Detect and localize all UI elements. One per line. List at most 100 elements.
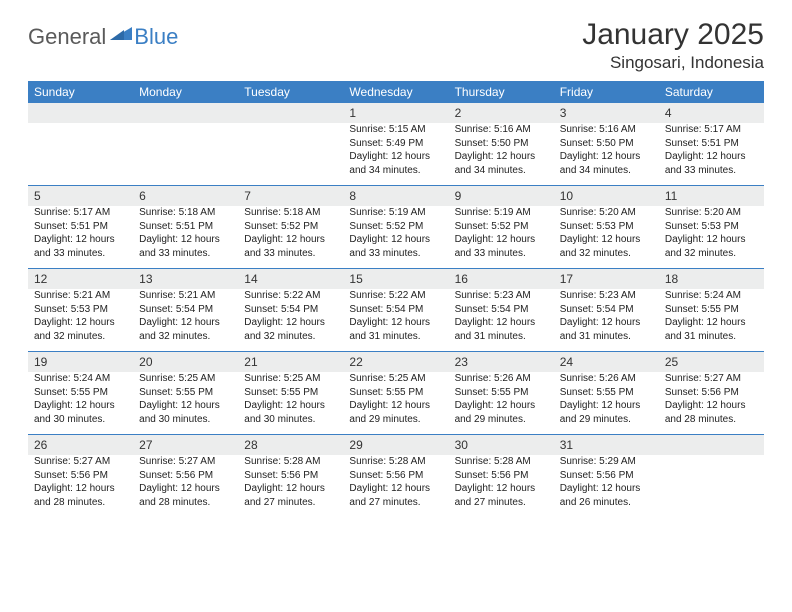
- day-detail-text: Sunrise: 5:16 AM Sunset: 5:50 PM Dayligh…: [560, 123, 653, 177]
- day-detail-text: Sunrise: 5:25 AM Sunset: 5:55 PM Dayligh…: [139, 372, 232, 426]
- day-detail-text: Sunrise: 5:25 AM Sunset: 5:55 PM Dayligh…: [244, 372, 337, 426]
- day-detail-cell: Sunrise: 5:15 AM Sunset: 5:49 PM Dayligh…: [343, 123, 448, 186]
- day-detail-text: Sunrise: 5:21 AM Sunset: 5:54 PM Dayligh…: [139, 289, 232, 343]
- day-detail-cell: Sunrise: 5:25 AM Sunset: 5:55 PM Dayligh…: [343, 372, 448, 435]
- day-number-cell: [238, 103, 343, 123]
- day-detail-text: Sunrise: 5:22 AM Sunset: 5:54 PM Dayligh…: [244, 289, 337, 343]
- daynum-row: 12131415161718: [28, 269, 764, 290]
- day-detail-text: Sunrise: 5:18 AM Sunset: 5:51 PM Dayligh…: [139, 206, 232, 260]
- day-detail-cell: Sunrise: 5:20 AM Sunset: 5:53 PM Dayligh…: [659, 206, 764, 269]
- day-detail-text: Sunrise: 5:24 AM Sunset: 5:55 PM Dayligh…: [34, 372, 127, 426]
- weekday-header: Saturday: [659, 81, 764, 103]
- day-detail-text: Sunrise: 5:22 AM Sunset: 5:54 PM Dayligh…: [349, 289, 442, 343]
- day-detail-cell: Sunrise: 5:28 AM Sunset: 5:56 PM Dayligh…: [343, 455, 448, 517]
- day-detail-cell: Sunrise: 5:22 AM Sunset: 5:54 PM Dayligh…: [343, 289, 448, 352]
- day-detail-text: Sunrise: 5:27 AM Sunset: 5:56 PM Dayligh…: [34, 455, 127, 509]
- calendar-page: General Blue January 2025 Singosari, Ind…: [0, 0, 792, 517]
- day-number-cell: [133, 103, 238, 123]
- day-detail-cell: Sunrise: 5:23 AM Sunset: 5:54 PM Dayligh…: [554, 289, 659, 352]
- day-number-cell: 21: [238, 352, 343, 373]
- day-number-cell: [28, 103, 133, 123]
- day-detail-cell: Sunrise: 5:19 AM Sunset: 5:52 PM Dayligh…: [449, 206, 554, 269]
- day-detail-text: Sunrise: 5:17 AM Sunset: 5:51 PM Dayligh…: [665, 123, 758, 177]
- day-detail-row: Sunrise: 5:27 AM Sunset: 5:56 PM Dayligh…: [28, 455, 764, 517]
- weekday-header: Wednesday: [343, 81, 448, 103]
- day-detail-cell: Sunrise: 5:19 AM Sunset: 5:52 PM Dayligh…: [343, 206, 448, 269]
- day-number-cell: 27: [133, 435, 238, 456]
- day-number-cell: 26: [28, 435, 133, 456]
- day-detail-row: Sunrise: 5:24 AM Sunset: 5:55 PM Dayligh…: [28, 372, 764, 435]
- day-detail-cell: [28, 123, 133, 186]
- day-number-cell: 23: [449, 352, 554, 373]
- day-detail-text: Sunrise: 5:23 AM Sunset: 5:54 PM Dayligh…: [455, 289, 548, 343]
- day-detail-cell: Sunrise: 5:17 AM Sunset: 5:51 PM Dayligh…: [659, 123, 764, 186]
- day-detail-text: Sunrise: 5:26 AM Sunset: 5:55 PM Dayligh…: [560, 372, 653, 426]
- calendar-table: Sunday Monday Tuesday Wednesday Thursday…: [28, 81, 764, 517]
- day-number-cell: 3: [554, 103, 659, 123]
- day-number-cell: 24: [554, 352, 659, 373]
- day-detail-cell: Sunrise: 5:16 AM Sunset: 5:50 PM Dayligh…: [449, 123, 554, 186]
- day-detail-cell: Sunrise: 5:21 AM Sunset: 5:53 PM Dayligh…: [28, 289, 133, 352]
- day-detail-cell: Sunrise: 5:16 AM Sunset: 5:50 PM Dayligh…: [554, 123, 659, 186]
- day-detail-cell: Sunrise: 5:27 AM Sunset: 5:56 PM Dayligh…: [28, 455, 133, 517]
- day-detail-text: Sunrise: 5:27 AM Sunset: 5:56 PM Dayligh…: [139, 455, 232, 509]
- day-number-cell: 10: [554, 186, 659, 207]
- day-detail-text: Sunrise: 5:21 AM Sunset: 5:53 PM Dayligh…: [34, 289, 127, 343]
- day-detail-text: Sunrise: 5:29 AM Sunset: 5:56 PM Dayligh…: [560, 455, 653, 509]
- day-number-cell: 22: [343, 352, 448, 373]
- day-detail-cell: Sunrise: 5:24 AM Sunset: 5:55 PM Dayligh…: [28, 372, 133, 435]
- day-detail-cell: Sunrise: 5:20 AM Sunset: 5:53 PM Dayligh…: [554, 206, 659, 269]
- day-number-cell: 11: [659, 186, 764, 207]
- day-number-cell: 28: [238, 435, 343, 456]
- day-number-cell: 19: [28, 352, 133, 373]
- weekday-header: Monday: [133, 81, 238, 103]
- logo: General Blue: [28, 24, 178, 50]
- day-detail-cell: Sunrise: 5:26 AM Sunset: 5:55 PM Dayligh…: [554, 372, 659, 435]
- day-detail-row: Sunrise: 5:15 AM Sunset: 5:49 PM Dayligh…: [28, 123, 764, 186]
- daynum-row: 19202122232425: [28, 352, 764, 373]
- day-number-cell: 17: [554, 269, 659, 290]
- day-number-cell: 16: [449, 269, 554, 290]
- day-detail-text: Sunrise: 5:19 AM Sunset: 5:52 PM Dayligh…: [455, 206, 548, 260]
- calendar-body: 1234Sunrise: 5:15 AM Sunset: 5:49 PM Day…: [28, 103, 764, 517]
- day-number-cell: 12: [28, 269, 133, 290]
- logo-text-1: General: [28, 24, 106, 50]
- day-number-cell: 8: [343, 186, 448, 207]
- daynum-row: 262728293031: [28, 435, 764, 456]
- day-number-cell: 31: [554, 435, 659, 456]
- day-detail-cell: Sunrise: 5:26 AM Sunset: 5:55 PM Dayligh…: [449, 372, 554, 435]
- day-number-cell: 9: [449, 186, 554, 207]
- day-number-cell: 13: [133, 269, 238, 290]
- day-number-cell: 18: [659, 269, 764, 290]
- day-detail-cell: Sunrise: 5:29 AM Sunset: 5:56 PM Dayligh…: [554, 455, 659, 517]
- weekday-header: Tuesday: [238, 81, 343, 103]
- day-number-cell: 14: [238, 269, 343, 290]
- day-detail-text: Sunrise: 5:20 AM Sunset: 5:53 PM Dayligh…: [665, 206, 758, 260]
- day-detail-text: Sunrise: 5:25 AM Sunset: 5:55 PM Dayligh…: [349, 372, 442, 426]
- day-detail-row: Sunrise: 5:17 AM Sunset: 5:51 PM Dayligh…: [28, 206, 764, 269]
- day-detail-cell: Sunrise: 5:18 AM Sunset: 5:52 PM Dayligh…: [238, 206, 343, 269]
- day-detail-cell: [133, 123, 238, 186]
- day-detail-cell: Sunrise: 5:18 AM Sunset: 5:51 PM Dayligh…: [133, 206, 238, 269]
- day-detail-text: Sunrise: 5:18 AM Sunset: 5:52 PM Dayligh…: [244, 206, 337, 260]
- title-block: January 2025 Singosari, Indonesia: [582, 18, 764, 73]
- day-detail-cell: Sunrise: 5:27 AM Sunset: 5:56 PM Dayligh…: [133, 455, 238, 517]
- day-detail-cell: [238, 123, 343, 186]
- day-detail-cell: Sunrise: 5:22 AM Sunset: 5:54 PM Dayligh…: [238, 289, 343, 352]
- location-label: Singosari, Indonesia: [582, 53, 764, 73]
- day-detail-text: Sunrise: 5:28 AM Sunset: 5:56 PM Dayligh…: [349, 455, 442, 509]
- day-number-cell: [659, 435, 764, 456]
- day-detail-text: Sunrise: 5:23 AM Sunset: 5:54 PM Dayligh…: [560, 289, 653, 343]
- header: General Blue January 2025 Singosari, Ind…: [28, 18, 764, 73]
- day-detail-text: Sunrise: 5:17 AM Sunset: 5:51 PM Dayligh…: [34, 206, 127, 260]
- day-number-cell: 5: [28, 186, 133, 207]
- daynum-row: 1234: [28, 103, 764, 123]
- daynum-row: 567891011: [28, 186, 764, 207]
- day-detail-cell: Sunrise: 5:21 AM Sunset: 5:54 PM Dayligh…: [133, 289, 238, 352]
- day-detail-text: Sunrise: 5:28 AM Sunset: 5:56 PM Dayligh…: [244, 455, 337, 509]
- day-detail-cell: Sunrise: 5:23 AM Sunset: 5:54 PM Dayligh…: [449, 289, 554, 352]
- day-detail-text: Sunrise: 5:28 AM Sunset: 5:56 PM Dayligh…: [455, 455, 548, 509]
- day-detail-text: Sunrise: 5:26 AM Sunset: 5:55 PM Dayligh…: [455, 372, 548, 426]
- weekday-header-row: Sunday Monday Tuesday Wednesday Thursday…: [28, 81, 764, 103]
- logo-triangle-icon: [110, 24, 132, 45]
